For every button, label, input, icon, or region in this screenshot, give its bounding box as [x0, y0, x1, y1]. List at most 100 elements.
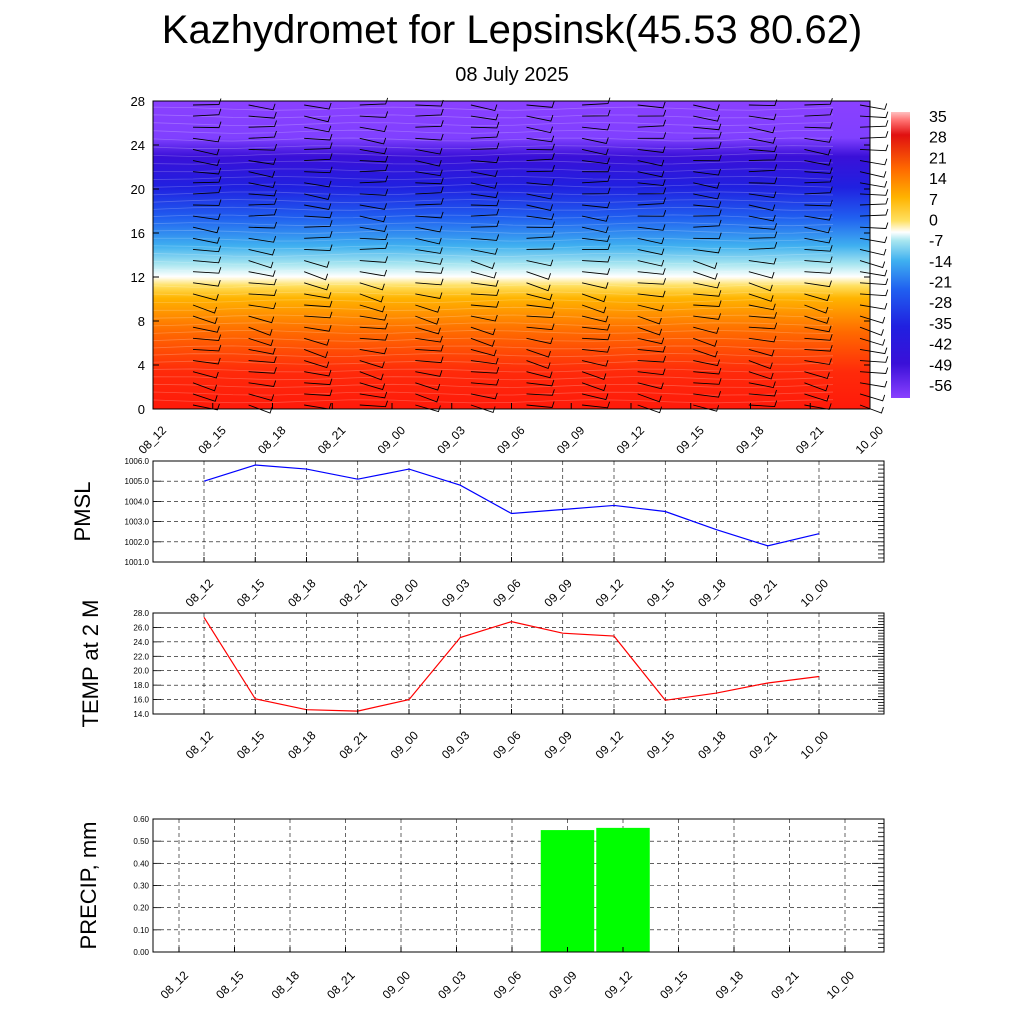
wind-barb	[304, 142, 333, 150]
contour-line	[152, 353, 834, 358]
wind-barb	[582, 401, 611, 409]
heatmap-xtick-label: 08_12	[136, 423, 170, 457]
pmsl-panel-line	[203, 464, 820, 547]
wind-barb	[804, 280, 832, 288]
wind-barb	[859, 347, 888, 355]
wind-barb	[804, 393, 830, 402]
xtick-label: 09_09	[546, 968, 580, 1002]
xtick-label: 09_18	[695, 728, 729, 762]
heatmap-ytick-label: 4	[138, 358, 145, 373]
wind-barb	[470, 337, 495, 347]
contour-line	[152, 360, 834, 365]
wind-barb	[470, 349, 497, 357]
xtick-label: 08_15	[234, 728, 268, 762]
wind-barb	[192, 382, 217, 392]
wind-barb	[470, 326, 496, 336]
wind-barb	[359, 360, 385, 369]
wind-barb	[470, 220, 500, 228]
wind-barb	[192, 135, 221, 143]
colorbar	[891, 112, 910, 398]
wind-barb	[359, 233, 389, 241]
pmsl-panel-ylabel: PMSL	[70, 482, 95, 542]
wind-barb	[748, 204, 776, 212]
wind-barb	[748, 371, 774, 380]
contour-line	[152, 322, 834, 327]
wind-barb	[248, 380, 277, 387]
wind-barb	[637, 179, 666, 187]
wind-barb	[582, 201, 611, 209]
wind-barb	[693, 290, 722, 297]
wind-barb	[248, 289, 277, 296]
wind-barb	[415, 147, 443, 155]
precip-bar	[596, 827, 650, 952]
contour-line	[152, 137, 834, 142]
colorbar-label: 7	[929, 192, 938, 209]
wind-barb	[415, 225, 443, 233]
wind-barb	[582, 243, 611, 250]
wind-barb	[582, 255, 611, 263]
wind-barb	[192, 267, 222, 274]
wind-barb	[470, 182, 498, 189]
ytick-label: 1002.0	[125, 538, 150, 547]
wind-barb	[804, 325, 832, 333]
wind-barb	[859, 356, 889, 363]
contour-line	[152, 260, 834, 265]
wind-barb	[192, 357, 221, 365]
heatmap-ytick-label: 20	[131, 182, 145, 197]
wind-barb	[582, 175, 611, 184]
wind-barb	[359, 203, 387, 210]
wind-barb	[248, 198, 277, 206]
wind-barb	[248, 181, 276, 189]
wind-barb	[748, 349, 775, 357]
ytick-label: 0.20	[133, 904, 149, 913]
wind-barb	[248, 248, 275, 256]
panel-frame	[152, 460, 885, 563]
ytick-label: 0.30	[133, 882, 149, 891]
wind-barb	[859, 248, 887, 256]
wind-barb	[693, 404, 720, 412]
wind-barb	[693, 326, 720, 334]
ytick-label: 0.40	[133, 859, 149, 868]
heatmap-xtick-label: 10_00	[853, 423, 887, 457]
wind-barb	[581, 393, 609, 401]
contour-line	[152, 168, 834, 173]
wind-barb	[859, 158, 888, 166]
wind-barb	[248, 158, 277, 165]
wind-barb	[415, 315, 440, 325]
contour-line	[152, 345, 834, 350]
wind-barb	[526, 379, 555, 387]
contour-line	[152, 383, 834, 388]
wind-barb	[526, 192, 554, 200]
wind-barb	[804, 256, 833, 263]
xtick-label: 09_12	[593, 576, 627, 610]
wind-barb	[637, 159, 665, 167]
wind-barb	[415, 197, 444, 206]
wind-barb	[748, 389, 777, 397]
wind-barb	[359, 155, 389, 163]
wind-barb	[192, 293, 219, 301]
wind-barb	[748, 381, 776, 389]
wind-barb	[192, 315, 218, 325]
contour-line	[152, 122, 834, 127]
heatmap-xtick-label: 08_21	[315, 423, 349, 457]
wind-barb	[192, 304, 217, 314]
wind-barb	[248, 270, 276, 277]
wind-barb	[859, 144, 889, 152]
ytick-label: 24.0	[133, 638, 149, 647]
xtick-label: 10_00	[824, 968, 858, 1002]
wind-barb	[859, 380, 888, 388]
wind-barb	[470, 234, 500, 241]
wind-barb	[804, 236, 832, 244]
wind-barb	[470, 392, 498, 400]
wind-barb	[637, 355, 666, 363]
xtick-label: 08_18	[269, 968, 303, 1002]
colorbar-label: -35	[929, 316, 952, 333]
wind-barb	[637, 119, 666, 128]
wind-barb	[359, 400, 388, 408]
contour-line	[152, 391, 834, 396]
temp-panel-ylabel: TEMP at 2 M	[78, 600, 103, 728]
contour-line	[152, 376, 834, 381]
wind-barb	[304, 231, 333, 239]
wind-barb	[415, 292, 443, 299]
ytick-label: 0.10	[133, 926, 149, 935]
